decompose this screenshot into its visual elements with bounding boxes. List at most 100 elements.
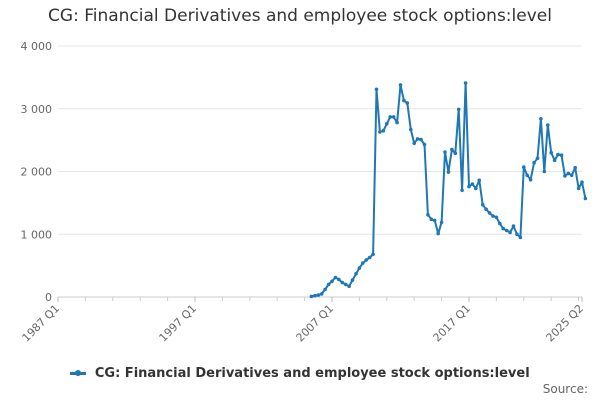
grid	[58, 45, 582, 298]
data-point	[319, 292, 324, 296]
y-tick-label: 4 000	[21, 40, 53, 53]
data-point	[337, 277, 341, 282]
data-point	[446, 170, 451, 174]
data-point	[528, 177, 533, 182]
axes: 0 1 000 2 000 3 000 4 000 1987 Q1 1997 Q1 2007 …	[20, 40, 587, 344]
data-point	[323, 287, 327, 292]
data-point	[361, 261, 365, 265]
data-point	[330, 279, 334, 284]
x-tick-label: 1987 Q1	[20, 302, 63, 345]
data-point	[546, 123, 550, 127]
data-point	[504, 228, 509, 233]
data-point	[511, 224, 516, 228]
data-point	[552, 158, 557, 162]
data-point	[583, 196, 588, 201]
chart-title: CG: Financial Derivatives and employee s…	[48, 6, 552, 26]
data-point	[436, 231, 441, 236]
data-point	[522, 165, 526, 169]
data-point	[525, 173, 529, 178]
data-point	[474, 186, 478, 191]
data-point	[357, 266, 362, 270]
data-point	[364, 258, 369, 262]
data-point	[326, 282, 331, 287]
data-point	[556, 152, 560, 157]
data-point	[419, 137, 423, 142]
data-point	[539, 117, 543, 121]
data-point	[542, 169, 547, 174]
data-point	[429, 217, 434, 221]
data-point	[374, 87, 379, 92]
data-point	[518, 235, 523, 240]
data-point	[463, 81, 468, 85]
data-point	[532, 160, 536, 165]
data-point	[439, 220, 444, 225]
data-point	[494, 215, 499, 220]
data-point	[381, 128, 386, 133]
data-point	[426, 213, 430, 217]
data-point	[453, 151, 458, 156]
data-point	[385, 122, 389, 126]
data-point	[470, 182, 475, 186]
y-tick-label: 1 000	[21, 228, 53, 241]
legend[interactable]: CG: Financial Derivatives and employee s…	[0, 366, 600, 381]
data-point	[515, 232, 519, 237]
data-point	[566, 171, 571, 176]
data-point	[563, 174, 567, 178]
data-point	[388, 115, 393, 119]
data-point	[432, 218, 437, 223]
data-point	[391, 115, 396, 119]
data-point	[350, 278, 355, 282]
data-point	[313, 293, 317, 298]
data-point	[501, 226, 506, 231]
data-point	[498, 221, 502, 226]
data-point	[371, 252, 375, 257]
data-point	[309, 294, 314, 299]
series-layer	[309, 81, 588, 299]
data-point	[354, 272, 358, 276]
data-point	[450, 147, 454, 152]
data-point	[347, 284, 351, 289]
data-point	[378, 130, 382, 134]
y-tick-label: 0	[45, 291, 52, 304]
data-point	[576, 186, 581, 191]
x-tick-label: 1997 Q1	[157, 302, 200, 345]
data-point	[580, 180, 584, 184]
data-point	[405, 101, 410, 105]
y-tick-label: 2 000	[21, 166, 53, 179]
data-point	[477, 178, 482, 183]
legend-swatch-icon	[70, 370, 87, 376]
data-point	[491, 214, 495, 218]
data-point	[573, 165, 577, 170]
x-tick-label: 2017 Q1	[431, 302, 474, 345]
data-point	[487, 211, 492, 215]
data-point	[569, 173, 574, 178]
data-point	[409, 127, 413, 132]
data-point	[535, 156, 540, 161]
data-point	[402, 98, 406, 103]
data-point	[484, 207, 488, 211]
data-point	[395, 120, 399, 125]
y-tick-label: 3 000	[21, 103, 53, 116]
data-point	[316, 293, 321, 297]
data-point	[398, 83, 403, 87]
x-tick-label: 2025 Q2	[544, 302, 587, 345]
data-point	[422, 142, 427, 147]
data-point	[456, 107, 461, 112]
series-line	[311, 82, 587, 298]
data-point	[343, 282, 348, 287]
x-tick-label: 2007 Q1	[294, 302, 337, 345]
data-point	[367, 255, 372, 260]
data-point	[508, 230, 512, 235]
data-point	[412, 141, 417, 146]
data-point	[559, 153, 564, 157]
data-point	[415, 137, 420, 141]
legend-label: CG: Financial Derivatives and employee s…	[94, 366, 530, 381]
source-label: Source:	[542, 382, 588, 396]
data-point	[443, 150, 447, 154]
data-point	[340, 280, 345, 285]
data-point	[480, 203, 485, 207]
data-point	[549, 150, 553, 155]
data-point	[333, 275, 338, 280]
data-point	[460, 188, 464, 193]
